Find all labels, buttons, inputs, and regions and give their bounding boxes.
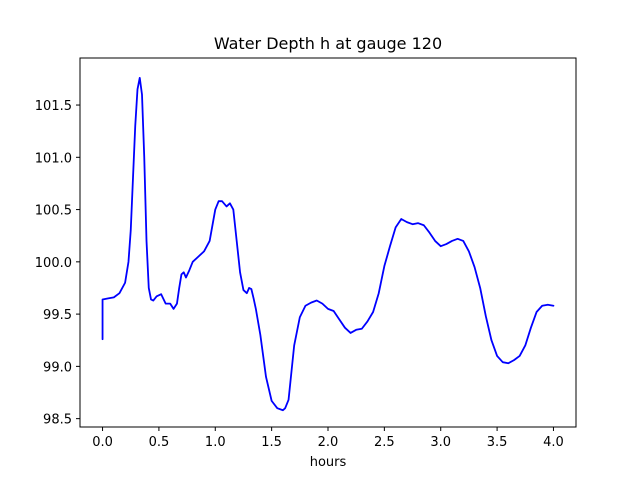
y-axis: 98.5 99.0 99.5 100.0 100.5 101.0 101.5 [35, 99, 80, 428]
y-tick-label: 99.0 [43, 360, 72, 375]
x-tick-label: 2.0 [318, 435, 339, 450]
y-tick-label: 100.5 [35, 204, 72, 219]
x-tick-label: 2.5 [374, 435, 395, 450]
x-tick-label: 1.0 [205, 435, 226, 450]
x-tick-label: 0.0 [92, 435, 113, 450]
y-tick-label: 98.5 [43, 413, 72, 428]
x-axis-label: hours [310, 455, 347, 470]
x-tick-label: 1.5 [261, 435, 282, 450]
chart-title: Water Depth h at gauge 120 [214, 34, 442, 53]
x-tick-label: 3.0 [430, 435, 451, 450]
x-tick-label: 0.5 [149, 435, 170, 450]
plot-area [101, 76, 555, 412]
x-tick-label: 3.5 [487, 435, 508, 450]
y-tick-label: 101.0 [35, 151, 72, 166]
x-tick-label: 4.0 [543, 435, 564, 450]
y-tick-label: 99.5 [43, 308, 72, 323]
y-tick-label: 101.5 [35, 99, 72, 114]
series-line [101, 76, 555, 412]
x-axis: 0.0 0.5 1.0 1.5 2.0 2.5 3.0 3.5 4.0 [92, 427, 564, 450]
y-tick-label: 100.0 [35, 256, 72, 271]
